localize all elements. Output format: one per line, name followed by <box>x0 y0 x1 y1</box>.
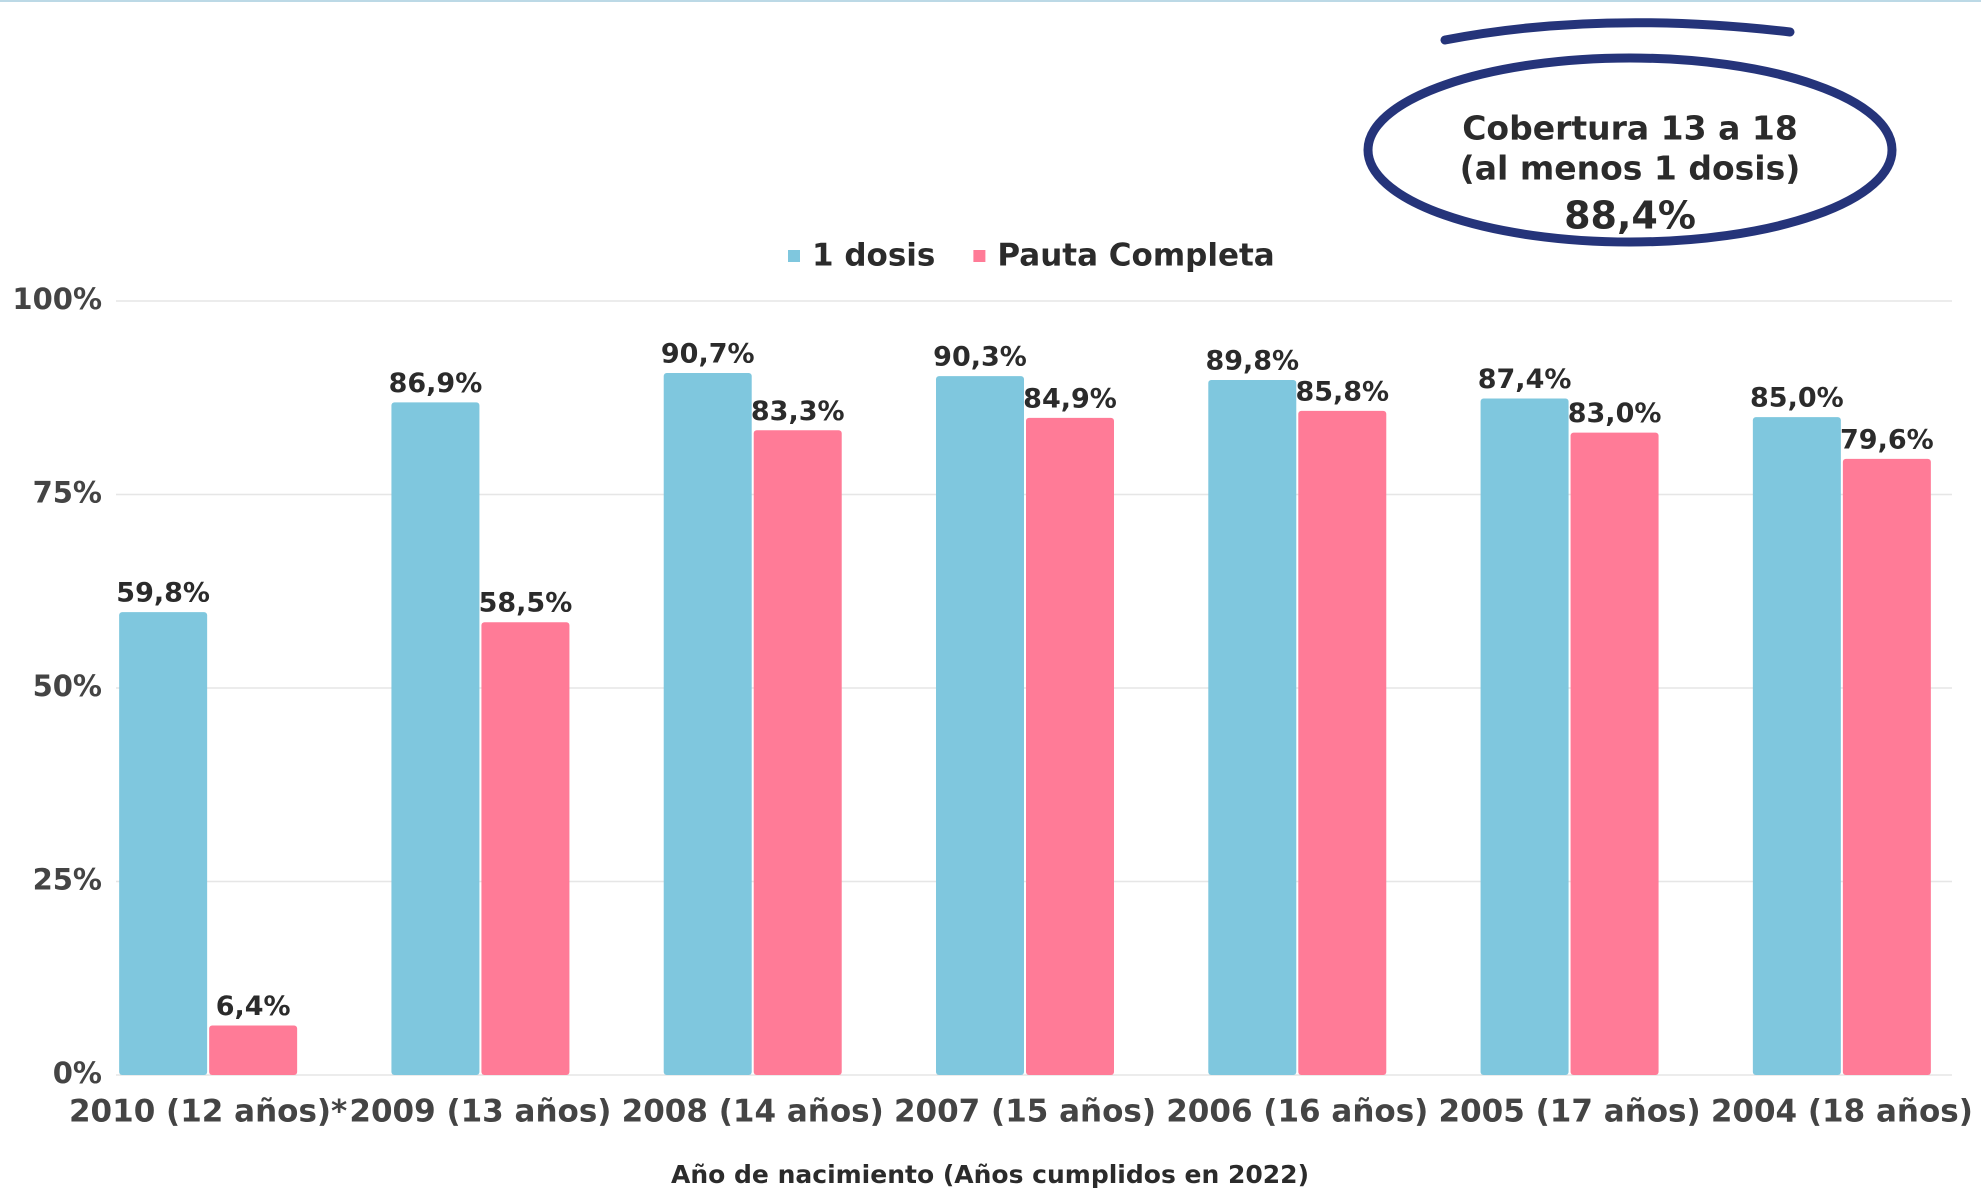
bar <box>1026 418 1114 1075</box>
value-label: 59,8% <box>116 578 210 609</box>
value-label: 89,8% <box>1205 345 1299 376</box>
value-label: 87,4% <box>1478 364 1572 395</box>
value-label: 86,9% <box>389 368 483 399</box>
bar <box>481 622 569 1075</box>
x-axis-title: Año de nacimiento (Años cumplidos en 202… <box>671 1160 1309 1189</box>
y-tick-label: 25% <box>33 863 102 897</box>
bar <box>754 430 842 1075</box>
value-label: 6,4% <box>216 991 291 1022</box>
value-label: 90,3% <box>933 342 1027 373</box>
y-tick-label: 50% <box>33 669 102 703</box>
annotation-line: (al menos 1 dosis) <box>1460 149 1801 188</box>
value-label: 83,0% <box>1568 398 1662 429</box>
bar <box>391 402 479 1075</box>
annotation-value: 88,4% <box>1564 194 1696 238</box>
x-tick-label: 2006 (16 años) <box>1166 1094 1428 1130</box>
x-tick-label: 2005 (17 años) <box>1439 1094 1701 1130</box>
value-label: 58,5% <box>479 588 573 619</box>
bar <box>209 1025 297 1075</box>
value-label: 90,7% <box>661 338 755 369</box>
bar <box>664 373 752 1075</box>
bar <box>936 376 1024 1075</box>
y-tick-label: 100% <box>12 282 102 316</box>
legend-swatch <box>973 250 985 262</box>
x-tick-label: 2010 (12 años)* <box>69 1094 347 1130</box>
bar <box>1298 411 1386 1075</box>
x-tick-label: 2004 (18 años) <box>1711 1094 1973 1130</box>
chart: Cobertura 13 a 18 (al menos 1 dosis) 88,… <box>0 0 1981 1191</box>
value-label: 85,8% <box>1295 376 1389 407</box>
y-tick-label: 0% <box>53 1056 102 1090</box>
bar <box>1208 380 1296 1075</box>
legend-label: 1 dosis <box>812 238 935 274</box>
value-label: 79,6% <box>1840 424 1934 455</box>
y-tick-label: 75% <box>33 476 102 510</box>
value-label: 85,0% <box>1750 383 1844 414</box>
annotation-line: Cobertura 13 a 18 <box>1462 109 1798 148</box>
value-label: 84,9% <box>1023 383 1117 414</box>
bar <box>1481 399 1569 1075</box>
x-tick-label: 2008 (14 años) <box>622 1094 884 1130</box>
x-tick-label: 2007 (15 años) <box>894 1094 1156 1130</box>
value-label: 83,3% <box>751 396 845 427</box>
legend-swatch <box>788 250 800 262</box>
annotation-stroke <box>1445 23 1790 40</box>
bar <box>1753 417 1841 1075</box>
bar <box>119 612 207 1075</box>
bar <box>1571 433 1659 1075</box>
legend-label: Pauta Completa <box>997 238 1274 274</box>
bar <box>1843 459 1931 1075</box>
x-tick-label: 2009 (13 años) <box>349 1094 611 1130</box>
